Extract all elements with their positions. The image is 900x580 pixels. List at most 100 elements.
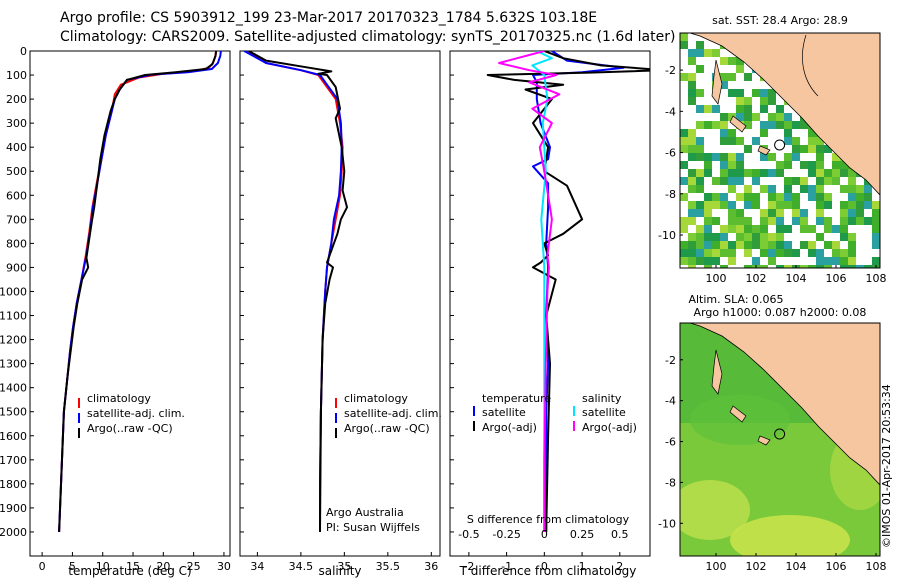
sst-cell	[744, 201, 752, 209]
sst-cell	[688, 145, 696, 153]
sst-cell	[808, 137, 816, 145]
sst-cell	[856, 193, 864, 201]
x-tick-label: 25	[187, 560, 201, 573]
sst-cell	[800, 241, 808, 249]
sst-cell	[712, 193, 720, 201]
sla-map-frame	[679, 322, 881, 557]
sst-cell	[824, 193, 832, 201]
sst-cell	[816, 265, 824, 268]
sst-cell	[760, 265, 768, 268]
sst-cell	[720, 81, 728, 89]
sst-cell	[784, 241, 792, 249]
salinity-annotation: PI: Susan Wijffels	[326, 521, 420, 534]
sst-cell	[696, 41, 704, 49]
sst-cell	[696, 153, 704, 161]
sst-cell	[704, 105, 712, 113]
sst-cell	[728, 177, 736, 185]
sst-cell	[792, 249, 800, 257]
sst-cell	[800, 217, 808, 225]
sst-cell	[680, 249, 688, 257]
sst-cell	[816, 185, 824, 193]
sst-cell	[776, 113, 784, 121]
sst-cell	[800, 161, 808, 169]
sst-cell	[728, 153, 736, 161]
sst-cell	[776, 249, 784, 257]
sst-cell	[704, 225, 712, 233]
sst-cell	[680, 73, 688, 81]
sst-cell	[752, 113, 760, 121]
sst-cell	[744, 145, 752, 153]
sst-cell	[840, 185, 848, 193]
y-tick-label: 1300	[0, 358, 27, 371]
sst-cell	[840, 201, 848, 209]
x-tick-label: 35.5	[376, 560, 401, 573]
legend-label: climatology	[87, 392, 151, 405]
x-tick-label: -2	[463, 560, 474, 573]
sst-cell	[784, 129, 792, 137]
sst-cell	[720, 201, 728, 209]
sst-cell	[800, 209, 808, 217]
sst-cell	[688, 241, 696, 249]
sst-cell	[680, 161, 688, 169]
sst-cell	[824, 257, 832, 265]
legend-label: satellite-adj. clim.	[87, 407, 185, 420]
sst-cell	[744, 233, 752, 241]
sst-cell	[696, 257, 704, 265]
sst-cell	[744, 193, 752, 201]
island	[729, 405, 747, 423]
x-tick-label: 36	[424, 560, 438, 573]
legend-label: Argo(..raw -QC)	[344, 422, 430, 435]
y-tick-label: 1000	[0, 285, 27, 298]
sst-cell	[856, 265, 864, 268]
sst-cell	[776, 105, 784, 113]
sst-cell	[712, 249, 720, 257]
legend-title: salinity	[582, 392, 622, 405]
sst-cell	[872, 209, 880, 217]
sst-cell	[680, 145, 688, 153]
sst-cell	[760, 89, 768, 97]
y-tick-label: 1600	[0, 430, 27, 443]
sst-cell	[696, 209, 704, 217]
sst-cell	[816, 209, 824, 217]
sst-cell	[704, 217, 712, 225]
sst-cell	[776, 217, 784, 225]
map-y-tick-label: -4	[665, 395, 676, 408]
sst-cell	[864, 201, 872, 209]
sst-cell	[744, 73, 752, 81]
sst-cell	[704, 233, 712, 241]
sst-cell	[720, 193, 728, 201]
x-tick-label: 35	[337, 560, 351, 573]
sst-cell	[720, 177, 728, 185]
sst-cell	[736, 169, 744, 177]
x-tick-label: 34	[250, 560, 264, 573]
sst-cell	[776, 209, 784, 217]
map-y-tick-label: -2	[665, 64, 676, 77]
sst-cell	[712, 201, 720, 209]
sst-cell	[728, 73, 736, 81]
sst-cell	[840, 209, 848, 217]
sst-cell	[736, 113, 744, 121]
sst-cell	[720, 161, 728, 169]
sst-cell	[848, 257, 856, 265]
difference-legend-temperature: temperature satellite Argo(-adj)	[473, 392, 551, 434]
sst-cell	[760, 225, 768, 233]
sst-cell	[728, 137, 736, 145]
x-tick-label: 2	[616, 560, 623, 573]
sst-cell	[832, 177, 840, 185]
sst-cell	[824, 177, 832, 185]
difference-xlabel: T difference from climatology	[459, 564, 637, 578]
sst-cell	[832, 249, 840, 257]
sst-cell	[864, 265, 872, 268]
sst-cell	[856, 185, 864, 193]
temperature-legend: climatology satellite-adj. clim. Argo(..…	[78, 392, 185, 438]
sst-cell	[848, 233, 856, 241]
legend-title: temperature	[482, 392, 551, 405]
map-x-tick-label: 100	[706, 272, 727, 285]
sst-cell	[704, 169, 712, 177]
y-tick-label: 300	[6, 117, 27, 130]
credit-timestamp: ©IMOS 01-Apr-2017 20:53:34	[880, 384, 893, 548]
x-tick-label: 15	[126, 560, 140, 573]
sst-cell	[680, 41, 688, 49]
sst-cell	[696, 201, 704, 209]
sst-cell	[712, 49, 720, 57]
